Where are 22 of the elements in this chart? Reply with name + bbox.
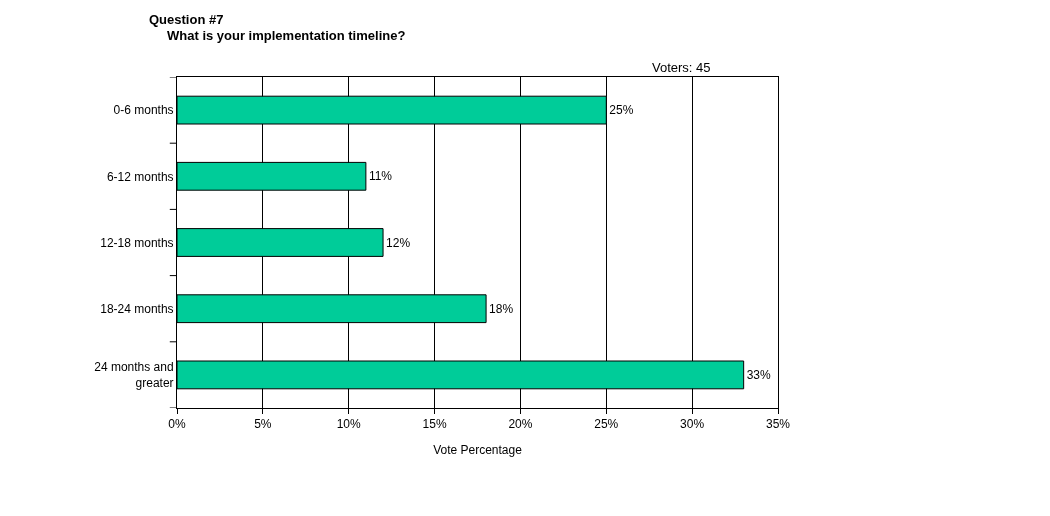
- y-tick-label: 24 months and greater: [94, 360, 174, 390]
- x-tick-label: 5%: [254, 417, 272, 432]
- data-label: 33%: [746, 367, 772, 382]
- data-label: 11%: [368, 169, 393, 184]
- chart-title: Question #7: [149, 12, 224, 27]
- x-tick-label: 20%: [508, 417, 533, 432]
- y-tick-label: 6-12 months: [106, 169, 174, 184]
- data-label: 25%: [609, 103, 634, 118]
- data-label: 18%: [489, 301, 514, 316]
- y-tick-label: 12-18 months: [100, 235, 174, 250]
- x-tick-label: 10%: [336, 417, 362, 432]
- x-tick-label: 15%: [422, 417, 447, 432]
- x-tick-label: 0%: [168, 417, 186, 432]
- y-tick-label: 18-24 months: [100, 301, 174, 316]
- x-tick-label: 35%: [765, 417, 791, 432]
- chart-subtitle: What is your implementation timeline?: [167, 28, 406, 43]
- x-tick-label: 25%: [594, 417, 619, 432]
- x-tick-label: 30%: [680, 417, 705, 432]
- x-axis-title: Vote Percentage: [433, 443, 523, 458]
- data-label: 12%: [386, 235, 411, 250]
- text: Voters: 45: [652, 60, 711, 75]
- y-tick-label: 0-6 months: [113, 103, 174, 118]
